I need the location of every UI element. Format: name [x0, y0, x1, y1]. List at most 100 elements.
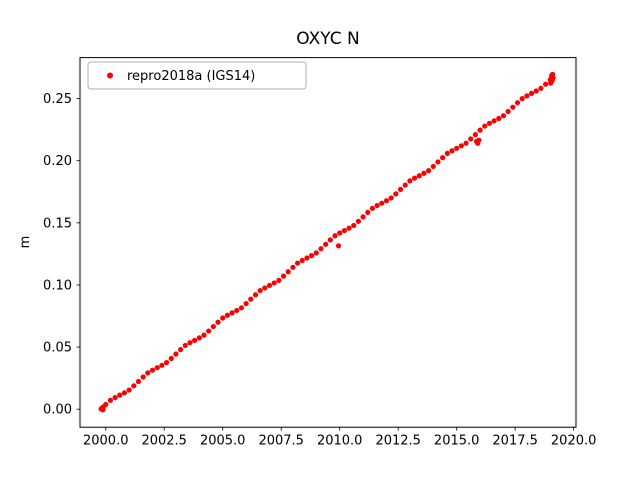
- data-point: [107, 397, 114, 403]
- data-point: [528, 90, 535, 96]
- data-point: [411, 175, 418, 181]
- data-point: [426, 168, 432, 174]
- data-point: [187, 340, 193, 346]
- y-tick-label: 0.00: [43, 403, 72, 418]
- data-point: [440, 155, 446, 161]
- data-point: [117, 392, 123, 398]
- data-point: [196, 335, 202, 341]
- y-tick-label: 0.25: [43, 92, 72, 107]
- data-point: [388, 195, 394, 201]
- x-tick-label: 2005.0: [200, 434, 246, 449]
- data-point: [458, 143, 464, 149]
- data-point: [421, 170, 427, 176]
- data-point: [430, 163, 436, 170]
- axes-frame: [79, 57, 577, 428]
- data-point: [360, 214, 366, 220]
- x-axis-ticks: 2000.0 2002.5 2005.0 2007.5 2010.0 2012.5 2015…: [83, 427, 596, 449]
- data-point: [335, 243, 342, 249]
- x-tick-label: 2017.5: [492, 434, 538, 449]
- data-point: [383, 198, 390, 204]
- legend: repro2018a (IGS14): [87, 61, 307, 90]
- data-point: [121, 390, 128, 396]
- data-point: [126, 387, 132, 393]
- data-point: [299, 257, 305, 264]
- data-point: [280, 273, 287, 279]
- data-point: [374, 202, 380, 209]
- x-tick-label: 2002.5: [141, 434, 187, 449]
- data-point: [318, 246, 324, 252]
- data-point: [538, 85, 544, 91]
- data-point: [294, 260, 301, 266]
- data-point: [550, 75, 556, 81]
- data-point: [402, 182, 408, 188]
- data-point: [285, 269, 291, 275]
- data-point: [248, 296, 254, 302]
- data-point: [351, 222, 357, 229]
- data-point: [266, 282, 273, 289]
- data-point: [229, 310, 235, 316]
- data-point: [238, 305, 245, 311]
- data-point: [341, 227, 347, 234]
- legend-marker-icon: [107, 72, 113, 79]
- data-point: [168, 355, 174, 362]
- data-point: [149, 367, 156, 373]
- y-tick-label: 0.15: [43, 216, 72, 231]
- data-point: [468, 136, 474, 142]
- x-tick-label: 2007.5: [258, 434, 304, 449]
- data-point: [252, 292, 259, 298]
- data-point: [519, 96, 525, 102]
- data-point: [178, 346, 184, 353]
- data-point: [163, 360, 170, 366]
- data-point: [482, 123, 488, 129]
- data-point: [444, 150, 450, 156]
- data-point: [201, 332, 207, 338]
- data-point: [337, 230, 343, 236]
- data-point: [491, 118, 497, 124]
- data-point: [210, 323, 216, 330]
- x-tick-label: 2000.0: [83, 434, 129, 449]
- data-point: [407, 178, 413, 184]
- data-point: [173, 351, 179, 357]
- data-point: [346, 225, 352, 231]
- x-tick-label: 2015.0: [434, 434, 480, 449]
- data-point: [486, 120, 493, 126]
- data-point: [276, 277, 282, 283]
- data-point: [290, 264, 296, 270]
- data-point: [145, 370, 151, 376]
- data-point: [224, 312, 230, 318]
- data-point: [135, 378, 142, 385]
- data-point: [379, 200, 385, 206]
- data-point: [243, 300, 249, 307]
- data-point: [477, 127, 483, 133]
- data-point: [304, 255, 310, 261]
- data-point: [472, 132, 478, 138]
- legend-box: [87, 61, 307, 90]
- data-point: [323, 241, 329, 247]
- data-point: [100, 404, 106, 410]
- data-point: [514, 100, 521, 106]
- x-tick-label: 2010.0: [317, 434, 363, 449]
- data-point: [435, 159, 441, 165]
- data-point: [327, 237, 333, 243]
- data-point: [332, 233, 338, 239]
- y-axis-ticks: 0.00 0.05 0.10 0.15 0.20 0.25: [43, 92, 80, 418]
- scatter-points: [98, 71, 556, 413]
- data-point: [131, 383, 137, 389]
- data-point: [542, 81, 549, 87]
- y-axis-label: m: [18, 236, 33, 249]
- data-point: [463, 140, 469, 146]
- data-point: [313, 250, 319, 256]
- data-point: [500, 113, 507, 119]
- data-point: [220, 315, 226, 321]
- data-point: [159, 362, 165, 368]
- y-tick-label: 0.20: [43, 154, 72, 169]
- data-point: [369, 205, 376, 211]
- data-point: [510, 104, 516, 110]
- data-point: [262, 285, 268, 291]
- y-tick-label: 0.05: [43, 341, 72, 356]
- data-point: [454, 145, 460, 151]
- data-point: [416, 173, 422, 179]
- data-point: [257, 287, 263, 294]
- data-point: [355, 218, 362, 224]
